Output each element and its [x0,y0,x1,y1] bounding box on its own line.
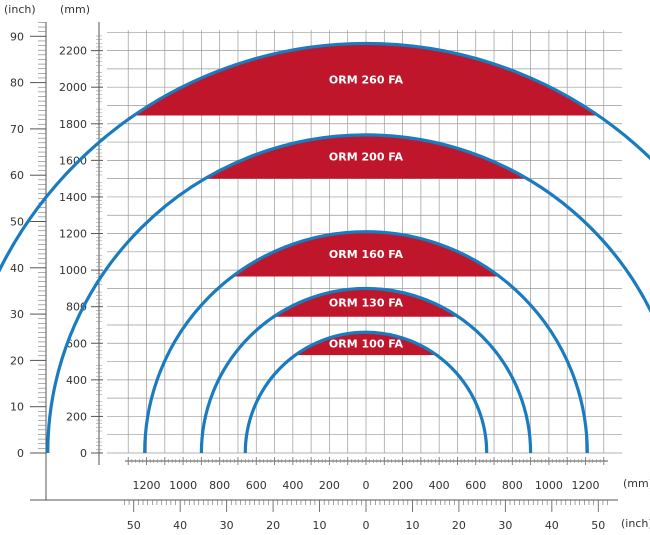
mm-x-tick-label: 800 [502,479,523,492]
coverage-arc [46,133,650,454]
coverage-arc [243,330,489,454]
inch-x-tick-label: 20 [266,519,280,532]
axes: 0102030405060708090020040060080010001200… [10,22,618,532]
mm-y-tick-label: 2000 [59,81,87,94]
mm-y-tick-label: 1800 [59,118,87,131]
zone-label: ORM 200 FA [329,151,404,164]
inch-y-tick-label: 50 [10,216,24,229]
mm-x-tick-label: 400 [282,479,303,492]
unit-inch-left: (inch) [4,3,36,16]
mm-y-tick-label: 2200 [59,45,87,58]
inch-x-tick-label: 10 [405,519,419,532]
unit-mm-bottom: (mm) [623,477,650,490]
inch-y-tick-label: 90 [10,30,24,43]
mm-x-tick-label: 200 [392,479,413,492]
inch-x-tick-label: 20 [452,519,466,532]
inch-y-tick-label: 40 [10,262,24,275]
coverage-arc [143,230,589,454]
mm-x-tick-label: 1200 [133,479,161,492]
inch-y-tick-label: 30 [10,308,24,321]
inch-y-tick-label: 10 [10,401,24,414]
inch-x-tick-label: 50 [127,519,141,532]
inch-x-tick-label: 40 [545,519,559,532]
inch-x-tick-label: 40 [173,519,187,532]
zone-label: ORM 130 FA [329,297,404,310]
mm-x-tick-label: 1000 [169,479,197,492]
mm-x-tick-label: 1200 [571,479,599,492]
inch-x-tick-label: 30 [220,519,234,532]
zone-label: ORM 160 FA [329,248,404,261]
mm-x-tick-label: 1000 [535,479,563,492]
inch-y-tick-label: 20 [10,354,24,367]
zone-label: ORM 100 FA [329,338,404,351]
inch-x-tick-label: 10 [313,519,327,532]
mm-x-tick-label: 600 [465,479,486,492]
coverage-arc [0,41,650,273]
mm-x-tick-label: 0 [363,479,370,492]
mm-y-tick-label: 1200 [59,228,87,241]
unit-mm-left: (mm) [60,3,90,16]
coverage-arcs: ORM 100 FA ORM 130 FA ORM 160 FA ORM 200 FA… [0,41,650,454]
inch-y-tick-label: 0 [17,447,24,460]
inch-y-tick-label: 70 [10,123,24,136]
mm-y-tick-label: 0 [80,447,87,460]
inch-y-tick-label: 60 [10,169,24,182]
mm-x-tick-label: 800 [209,479,230,492]
inch-x-tick-label: 50 [591,519,605,532]
inch-x-tick-label: 0 [363,519,370,532]
unit-inch-bottom: (inch) [621,517,650,530]
mm-x-tick-label: 600 [246,479,267,492]
coverage-arc [199,286,533,454]
mm-y-tick-label: 200 [66,410,87,423]
mm-y-tick-label: 1000 [59,264,87,277]
mm-y-tick-label: 400 [66,374,87,387]
mm-y-tick-label: 1400 [59,191,87,204]
inch-x-tick-label: 30 [498,519,512,532]
mm-y-tick-label: 600 [66,337,87,350]
mm-x-tick-label: 400 [429,479,450,492]
zone-label: ORM 260 FA [329,73,404,86]
mm-x-tick-label: 200 [319,479,340,492]
inch-y-tick-label: 80 [10,77,24,90]
